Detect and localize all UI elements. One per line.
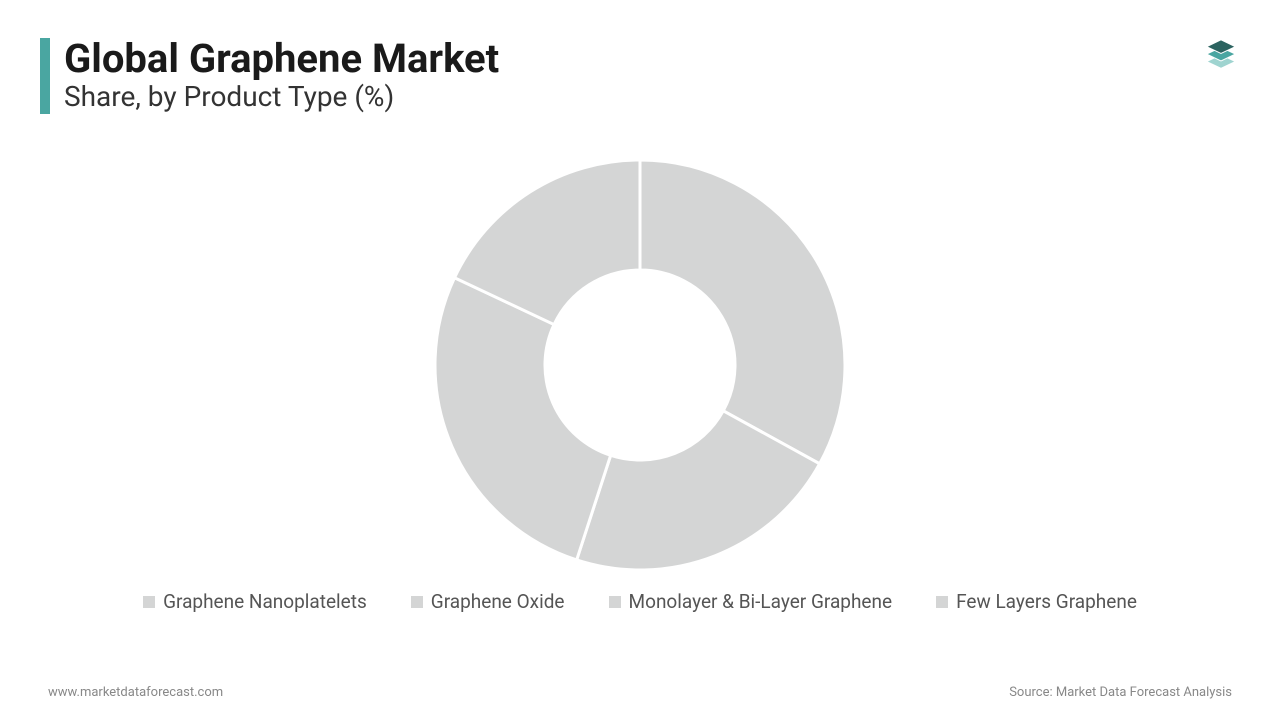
legend-swatch-icon [609, 596, 621, 608]
donut-slice [640, 160, 845, 464]
legend-label: Few Layers Graphene [956, 590, 1137, 613]
chart-legend: Graphene Nanoplatelets Graphene Oxide Mono… [0, 590, 1280, 613]
header: Global Graphene Market Share, by Product… [40, 38, 499, 114]
accent-bar [40, 38, 50, 114]
legend-label: Graphene Nanoplatelets [163, 590, 367, 613]
donut-slice [435, 278, 611, 560]
legend-item: Few Layers Graphene [936, 590, 1137, 613]
brand-logo-icon [1190, 20, 1252, 86]
legend-item: Monolayer & Bi-Layer Graphene [609, 590, 893, 613]
page-subtitle: Share, by Product Type (%) [64, 80, 499, 114]
title-block: Global Graphene Market Share, by Product… [64, 38, 499, 114]
legend-swatch-icon [143, 596, 155, 608]
footer-source: Source: Market Data Forecast Analysis [1009, 685, 1232, 700]
legend-swatch-icon [411, 596, 423, 608]
page-title: Global Graphene Market [64, 38, 499, 80]
donut-chart [0, 155, 1280, 575]
footer-url: www.marketdataforecast.com [48, 685, 223, 700]
legend-item: Graphene Nanoplatelets [143, 590, 367, 613]
legend-label: Graphene Oxide [431, 590, 565, 613]
legend-swatch-icon [936, 596, 948, 608]
legend-item: Graphene Oxide [411, 590, 565, 613]
legend-label: Monolayer & Bi-Layer Graphene [629, 590, 893, 613]
